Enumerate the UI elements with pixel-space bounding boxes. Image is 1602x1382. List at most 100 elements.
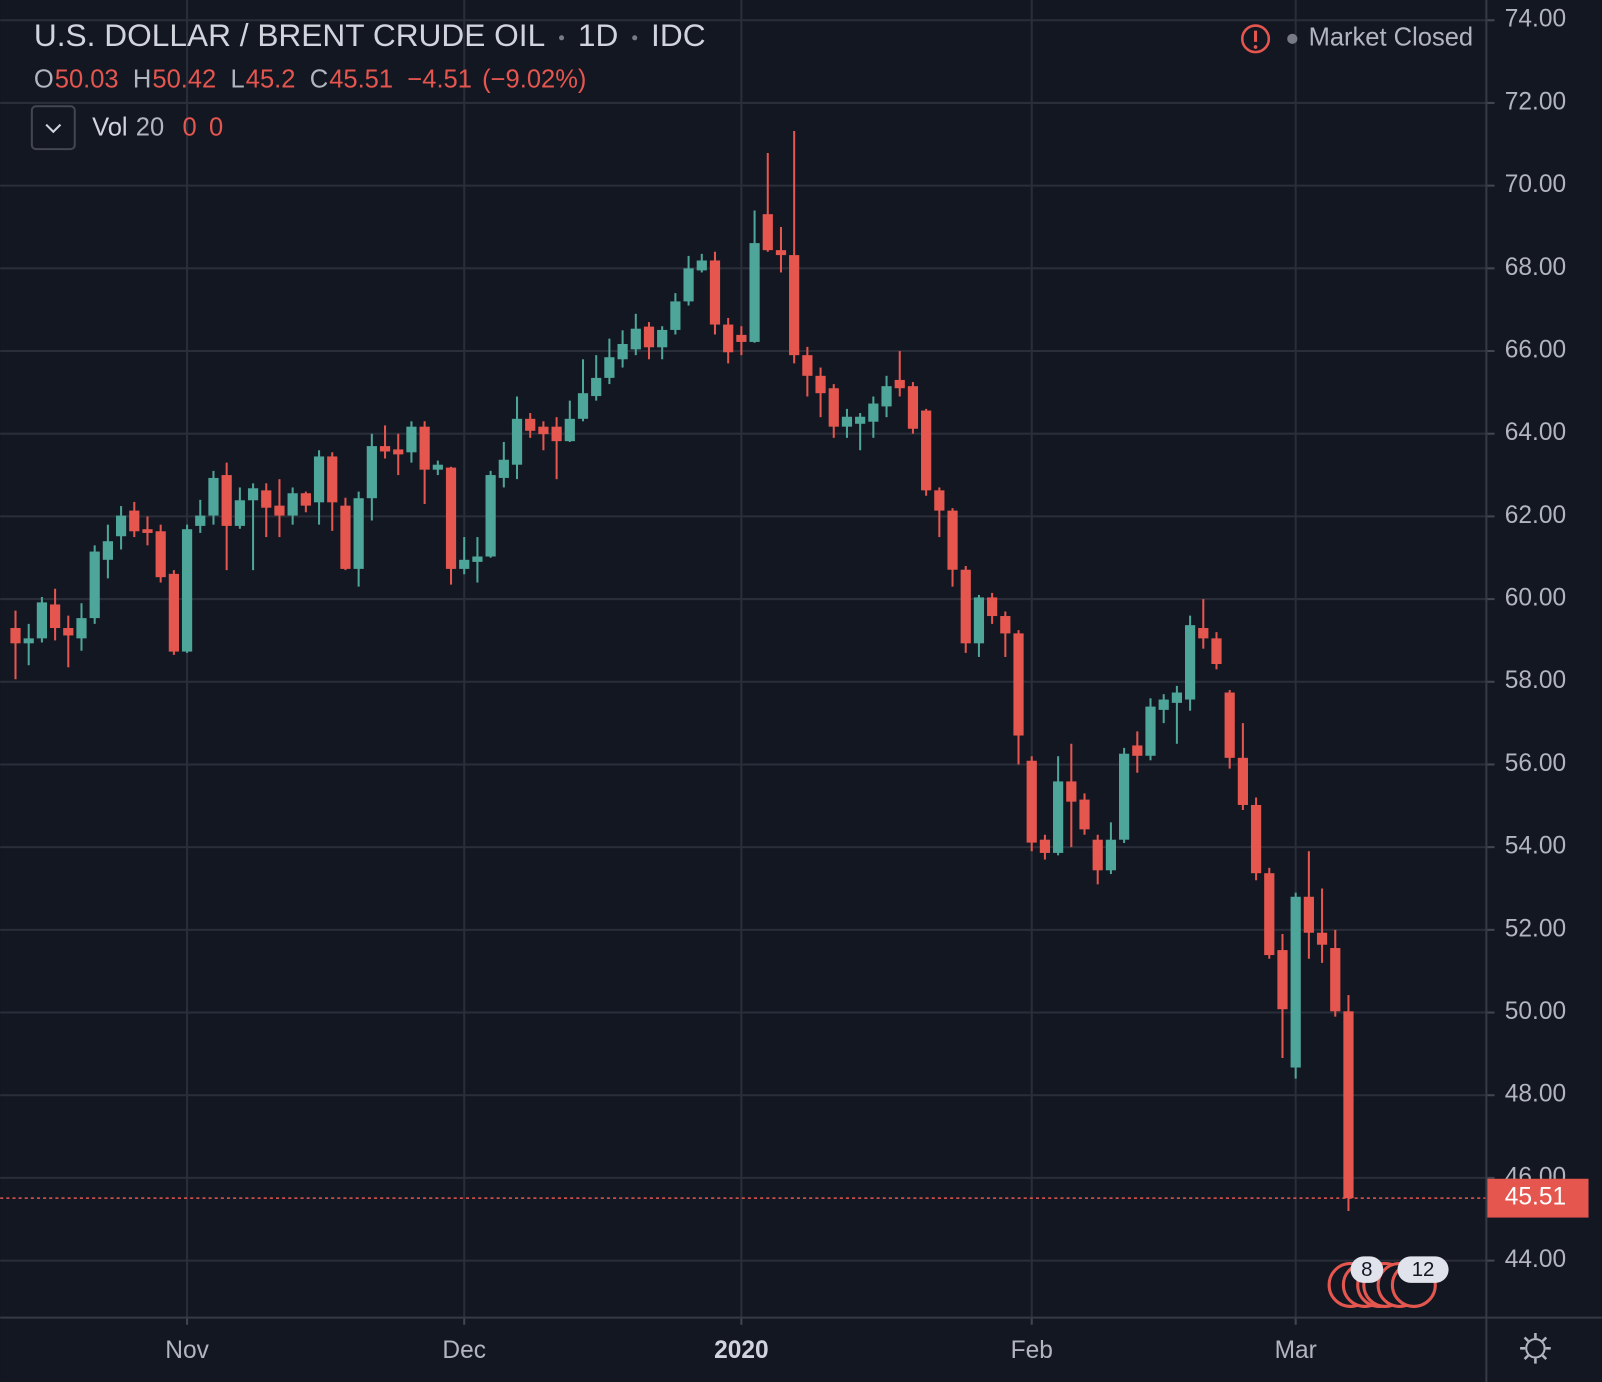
candle-body (485, 475, 496, 557)
candle-body (683, 268, 694, 302)
candle-body (802, 355, 813, 376)
candle-body (234, 500, 245, 526)
open-value: 50.03 (55, 65, 119, 93)
candle-body (287, 493, 298, 516)
y-tick-label: 62.00 (1505, 502, 1566, 529)
candle-body (102, 541, 113, 560)
candle-body (406, 426, 417, 453)
candle-body (327, 456, 338, 503)
candle-body (709, 260, 721, 325)
candle-body (775, 250, 787, 256)
close-value: 45.51 (329, 65, 393, 93)
candle-body (195, 515, 206, 526)
candle-body (261, 490, 272, 508)
candle-body (1026, 760, 1037, 843)
y-tick-label: 64.00 (1505, 419, 1566, 446)
interval: 1D (578, 17, 618, 53)
event-badge (1397, 1256, 1449, 1283)
candle-body (1343, 1011, 1354, 1199)
candle-body (1066, 781, 1077, 802)
candle-body (221, 475, 232, 526)
candle-body (379, 446, 391, 452)
candle-body (815, 375, 826, 394)
candle-body (1264, 873, 1275, 956)
study-length: 20 (136, 113, 164, 141)
candle-body (1079, 799, 1090, 830)
candle-body (115, 515, 127, 537)
candle-body (855, 416, 866, 424)
candle-body (208, 477, 219, 516)
candle-body (1250, 804, 1262, 874)
low-value: 45.2 (246, 65, 296, 93)
high-value: 50.42 (152, 65, 216, 93)
ohlc-letter: O (34, 65, 54, 93)
candle-body (313, 456, 325, 503)
candle-body (591, 377, 602, 397)
candle-body (881, 386, 892, 407)
candle-body (921, 410, 932, 491)
candle-body (960, 569, 971, 644)
candle-body (498, 459, 509, 478)
candle-body (696, 260, 707, 271)
ohlc-letter: H (133, 65, 151, 93)
candle-body (987, 597, 998, 617)
candle-body (10, 628, 21, 644)
legend-toggle[interactable] (30, 105, 76, 151)
candle-body (419, 426, 430, 470)
candle-body (1237, 757, 1248, 805)
event-count: 12 (1412, 1259, 1435, 1281)
candle-body (49, 604, 61, 629)
toggle-box (30, 105, 76, 151)
change: −4.51 (407, 65, 472, 93)
y-tick-label: 68.00 (1505, 254, 1566, 281)
event-badge (1350, 1256, 1384, 1283)
separator-dot (632, 35, 638, 41)
source: IDC (651, 17, 706, 53)
event-count: 8 (1361, 1259, 1372, 1281)
settings-gear[interactable] (1520, 1332, 1551, 1364)
candle-body (604, 357, 615, 378)
candle-body (828, 388, 839, 427)
candle-body (538, 426, 549, 435)
candle-body (274, 505, 285, 516)
y-tick-label: 52.00 (1505, 915, 1566, 942)
candle-body (1013, 633, 1024, 736)
candle-body (23, 638, 34, 644)
x-tick-label: Nov (165, 1337, 209, 1364)
x-tick-label: 2020 (714, 1337, 769, 1364)
candle-body (1145, 706, 1156, 756)
candle-body (657, 329, 668, 348)
candle-body (1184, 625, 1196, 700)
candle-body (1118, 753, 1130, 840)
candle-body (1303, 896, 1314, 933)
candle-body (1171, 692, 1183, 703)
candle-body (1290, 896, 1301, 1068)
y-tick-label: 44.00 (1505, 1246, 1566, 1273)
y-tick-label: 54.00 (1505, 833, 1566, 860)
candle-body (247, 488, 259, 501)
candle-body (894, 379, 905, 389)
candle-body (129, 510, 140, 532)
grid: 44.0046.0048.0050.0052.0054.0056.0058.00… (0, 0, 1566, 1364)
status-icon[interactable] (1240, 24, 1298, 54)
candle-body (564, 418, 575, 442)
candle-body (1053, 781, 1064, 853)
candle-body (181, 529, 193, 652)
y-tick-label: 72.00 (1505, 88, 1566, 115)
study-name: Vol (92, 113, 127, 141)
candle-body (63, 628, 74, 636)
candle-body (393, 449, 404, 455)
candle-body (907, 386, 919, 429)
candle-body (142, 529, 153, 533)
candle-body (168, 573, 179, 652)
y-tick-label: 66.00 (1505, 336, 1566, 363)
x-tick-label: Dec (442, 1337, 486, 1364)
candle-body (366, 446, 377, 499)
candle-body (432, 464, 443, 470)
last-price-box (1486, 1178, 1589, 1218)
y-tick-label: 70.00 (1505, 171, 1566, 198)
candle-body (89, 551, 100, 619)
change-percent: (−9.02%) (482, 65, 586, 93)
candle-body (445, 467, 457, 569)
